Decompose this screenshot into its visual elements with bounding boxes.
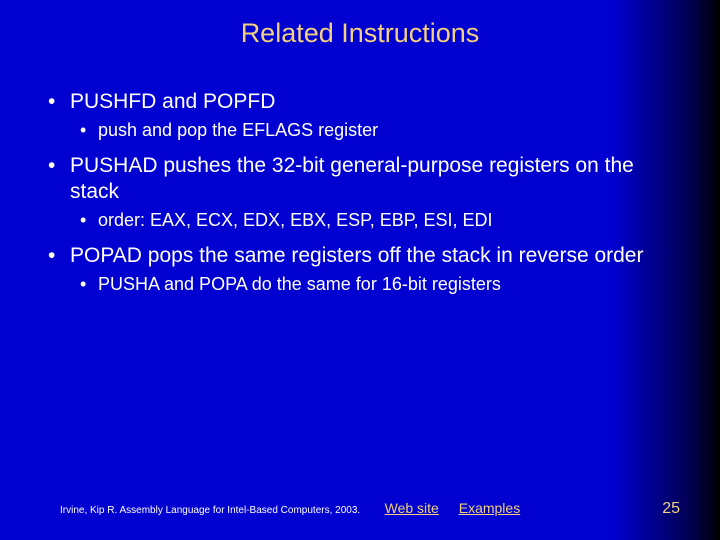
bullet-text: PUSHFD and POPFD xyxy=(70,90,275,113)
examples-link[interactable]: Examples xyxy=(459,500,520,516)
sub-bullet-text: push and pop the EFLAGS register xyxy=(98,120,378,140)
sub-bullet-item: push and pop the EFLAGS register xyxy=(70,119,680,142)
bullet-text: POPAD pops the same registers off the st… xyxy=(70,244,643,267)
footer-citation: Irvine, Kip R. Assembly Language for Int… xyxy=(60,505,360,516)
slide-title: Related Instructions xyxy=(0,0,720,49)
sub-bullet-item: order: EAX, ECX, EDX, EBX, ESP, EBP, ESI… xyxy=(70,209,680,232)
sub-bullet-item: PUSHA and POPA do the same for 16-bit re… xyxy=(70,273,680,296)
sub-bullet-list: order: EAX, ECX, EDX, EBX, ESP, EBP, ESI… xyxy=(70,209,680,232)
sub-bullet-list: push and pop the EFLAGS register xyxy=(70,119,680,142)
website-link[interactable]: Web site xyxy=(385,500,439,516)
slide-content: PUSHFD and POPFD push and pop the EFLAGS… xyxy=(0,49,720,296)
bullet-item: PUSHAD pushes the 32-bit general-purpose… xyxy=(40,153,680,233)
page-number: 25 xyxy=(662,500,680,518)
bullet-item: PUSHFD and POPFD push and pop the EFLAGS… xyxy=(40,89,680,143)
footer-links: Web site Examples xyxy=(385,500,537,516)
bullet-text: PUSHAD pushes the 32-bit general-purpose… xyxy=(70,154,634,203)
sub-bullet-text: PUSHA and POPA do the same for 16-bit re… xyxy=(98,274,501,294)
slide: Related Instructions PUSHFD and POPFD pu… xyxy=(0,0,720,540)
slide-footer: Irvine, Kip R. Assembly Language for Int… xyxy=(0,500,720,518)
sub-bullet-list: PUSHA and POPA do the same for 16-bit re… xyxy=(70,273,680,296)
bullet-list: PUSHFD and POPFD push and pop the EFLAGS… xyxy=(40,89,680,296)
sub-bullet-text: order: EAX, ECX, EDX, EBX, ESP, EBP, ESI… xyxy=(98,210,493,230)
bullet-item: POPAD pops the same registers off the st… xyxy=(40,243,680,297)
